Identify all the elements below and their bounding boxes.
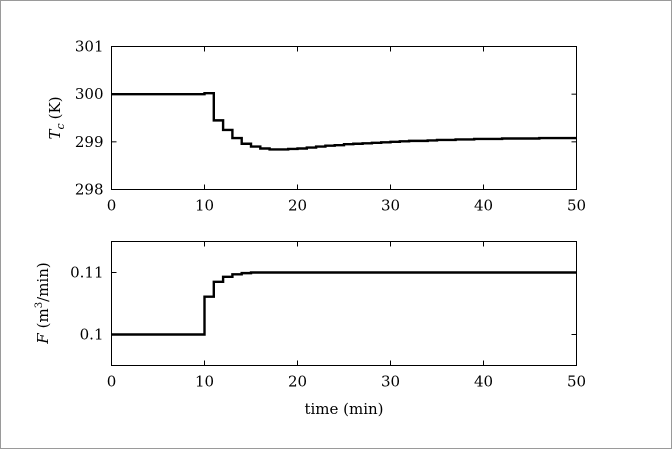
flow-y-tick-labels: 0.1 0.11 [70, 264, 103, 344]
temperature-x-tick-label: 20 [288, 197, 307, 215]
temperature-series-line [111, 92, 577, 151]
temperature-y-axis-label: Tc(K) [46, 96, 67, 139]
flow-x-tick-label: 40 [474, 373, 493, 391]
flow-ticks [111, 241, 577, 366]
temperature-series-group [111, 92, 577, 151]
temperature-x-tick-labels: 0 10 20 30 40 50 [107, 197, 586, 215]
temperature-chart: 0 10 20 30 40 50 298 299 300 301 Tc(K) [46, 38, 586, 215]
flow-chart: 0 10 20 30 40 50 0.1 0.11 F(m3/min) time (min) [34, 241, 586, 418]
flow-y-axis-label: F(m3/min) [34, 262, 52, 344]
temperature-y-tick-label: 299 [75, 133, 104, 151]
temperature-x-tick-label: 0 [107, 197, 117, 215]
flow-x-tick-label: 10 [195, 373, 214, 391]
flow-series-line [111, 271, 577, 336]
temperature-y-tick-label: 298 [75, 181, 104, 199]
flow-series-group [111, 271, 577, 336]
temperature-x-tick-label: 30 [381, 197, 400, 215]
temperature-x-tick-label: 40 [474, 197, 493, 215]
temperature-y-tick-labels: 298 299 300 301 [75, 38, 104, 199]
temperature-plot-area [111, 46, 577, 190]
flow-x-tick-labels: 0 10 20 30 40 50 [107, 373, 586, 391]
flow-y-tick-label: 0.11 [70, 264, 103, 282]
temperature-y-tick-label: 300 [75, 85, 104, 103]
flow-x-tick-label: 0 [107, 373, 117, 391]
flow-x-tick-label: 30 [381, 373, 400, 391]
flow-y-tick-label: 0.1 [80, 326, 104, 344]
temperature-ticks [111, 46, 577, 190]
flow-x-tick-label: 50 [567, 373, 586, 391]
temperature-x-tick-label: 50 [567, 197, 586, 215]
flow-plot-area [111, 241, 577, 366]
temperature-x-tick-label: 10 [195, 197, 214, 215]
temperature-y-tick-label: 301 [75, 38, 104, 56]
flow-x-tick-label: 20 [288, 373, 307, 391]
flow-x-axis-label: time (min) [304, 400, 383, 418]
